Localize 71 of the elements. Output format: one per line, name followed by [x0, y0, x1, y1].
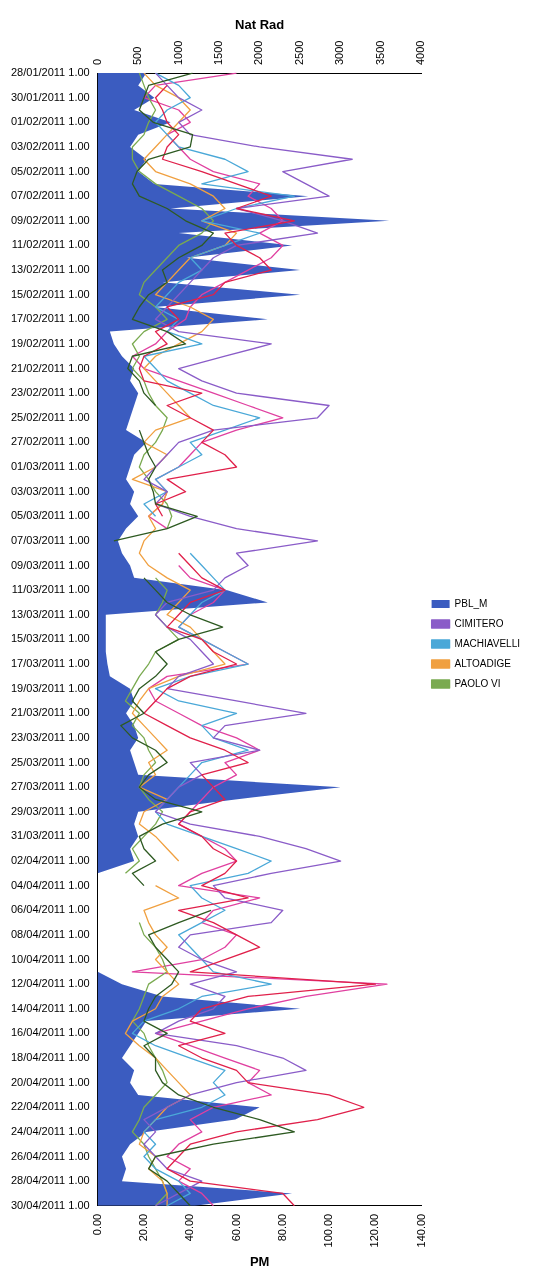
x2-tick-label: 1500	[212, 40, 224, 66]
legend-label: PAOLO VI	[454, 677, 501, 689]
y-tick-label: 24/04/2011 1.00	[11, 1124, 90, 1137]
y-tick-label: 30/04/2011 1.00	[11, 1198, 90, 1211]
y-tick-label: 27/02/2011 1.00	[11, 435, 90, 448]
legend-label: PBL_M	[454, 597, 488, 609]
x-tick-label: 120.00	[368, 1213, 381, 1248]
y-tick-label: 14/04/2011 1.00	[11, 1001, 90, 1014]
x2-tick-label: 2000	[252, 40, 265, 66]
x-tick-label: 60.00	[229, 1213, 242, 1242]
x-tick-label: 40.00	[183, 1213, 196, 1242]
y-tick-label: 27/03/2011 1.00	[11, 780, 90, 793]
y-tick-label: 06/04/2011 1.00	[11, 903, 90, 916]
y-tick-label: 04/04/2011 1.00	[11, 878, 90, 891]
x-tick-label: 20.00	[137, 1213, 150, 1242]
y-tick-label: 01/03/2011 1.00	[11, 460, 90, 473]
y-tick-label: 09/02/2011 1.00	[11, 213, 90, 226]
y-tick-label: 03/02/2011 1.00	[11, 139, 90, 152]
y-tick-label: 21/02/2011 1.00	[11, 361, 90, 374]
y-tick-label: 21/03/2011 1.00	[11, 706, 90, 719]
y-tick-label: 15/03/2011 1.00	[11, 632, 90, 645]
y-tick-label: 25/03/2011 1.00	[11, 755, 90, 768]
y-tick-label: 23/03/2011 1.00	[11, 730, 90, 743]
y-tick-label: 23/02/2011 1.00	[11, 386, 90, 399]
x2-tick-label: 3000	[333, 40, 346, 66]
x-tick-label: 80.00	[275, 1213, 288, 1242]
y-tick-label: 22/04/2011 1.00	[11, 1100, 90, 1113]
y-tick-label: 19/03/2011 1.00	[11, 681, 90, 694]
y-tick-label: 07/02/2011 1.00	[11, 189, 90, 202]
x2-axis-title: Nat Rad	[235, 17, 285, 33]
y-tick-label: 11/02/2011 1.00	[11, 238, 90, 251]
y-tick-label: 25/02/2011 1.00	[11, 410, 90, 423]
x-tick-label: 0.00	[90, 1213, 103, 1236]
y-tick-label: 12/04/2011 1.00	[11, 977, 90, 990]
y-tick-label: 30/01/2011 1.00	[11, 90, 90, 103]
y-tick-label: 07/03/2011 1.00	[11, 533, 90, 546]
y-tick-label: 11/03/2011 1.00	[11, 583, 90, 596]
y-tick-label: 05/02/2011 1.00	[11, 164, 90, 177]
y-tick-label: 28/01/2011 1.00	[11, 66, 90, 79]
legend-label: MACHIAVELLI	[454, 637, 520, 649]
x2-tick-label: 4000	[414, 40, 427, 66]
y-tick-label: 16/04/2011 1.00	[11, 1026, 90, 1039]
legend-label: CIMITERO	[454, 617, 504, 629]
x2-tick-label: 0	[90, 58, 103, 66]
y-tick-label: 09/03/2011 1.00	[11, 558, 90, 571]
y-tick-label: 10/04/2011 1.00	[11, 952, 90, 965]
y-tick-label: 05/03/2011 1.00	[11, 509, 90, 522]
x-tick-label: 100.00	[322, 1213, 335, 1248]
y-tick-label: 28/04/2011 1.00	[11, 1174, 90, 1187]
x2-tick-label: 500	[131, 46, 144, 66]
x-tick-label: 140.00	[414, 1213, 427, 1248]
y-tick-label: 08/04/2011 1.00	[11, 927, 90, 940]
y-tick-label: 17/03/2011 1.00	[11, 657, 90, 670]
y-tick-label: 01/02/2011 1.00	[11, 115, 90, 128]
y-tick-label: 18/04/2011 1.00	[11, 1051, 90, 1064]
y-tick-label: 13/02/2011 1.00	[11, 263, 90, 276]
y-tick-label: 20/04/2011 1.00	[11, 1075, 90, 1088]
x2-tick-label: 2500	[292, 40, 305, 66]
y-tick-label: 03/03/2011 1.00	[11, 484, 90, 497]
legend-label: ALTOADIGE	[454, 657, 512, 669]
y-tick-label: 26/04/2011 1.00	[11, 1149, 90, 1162]
y-tick-label: 19/02/2011 1.00	[11, 336, 90, 349]
x-axis-title: PM	[249, 1253, 270, 1269]
y-tick-label: 02/04/2011 1.00	[11, 854, 90, 867]
y-tick-label: 29/03/2011 1.00	[11, 804, 90, 817]
y-tick-label: 17/02/2011 1.00	[11, 312, 90, 325]
y-tick-label: 31/03/2011 1.00	[11, 829, 90, 842]
x2-tick-label: 3500	[373, 40, 386, 66]
y-tick-label: 15/02/2011 1.00	[11, 287, 90, 300]
y-tick-label: 13/03/2011 1.00	[11, 607, 90, 620]
x2-tick-label: 1000	[171, 40, 184, 66]
